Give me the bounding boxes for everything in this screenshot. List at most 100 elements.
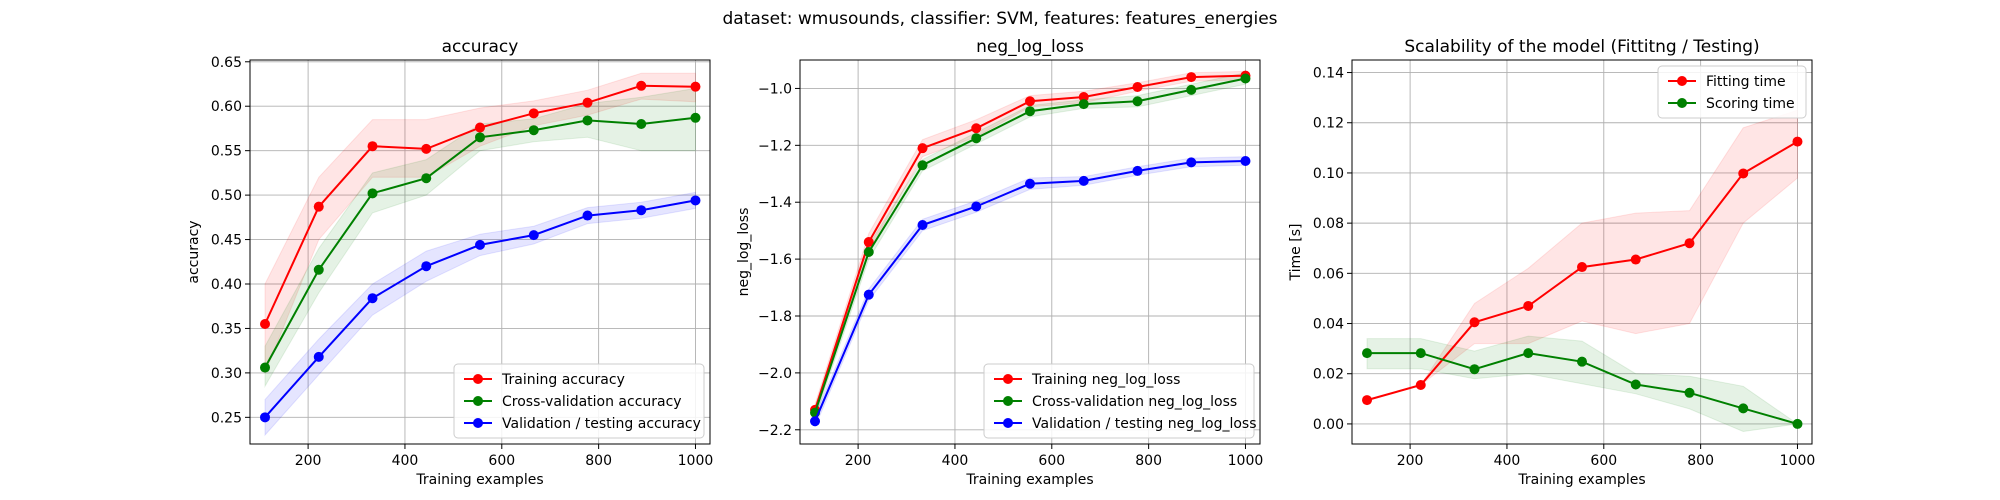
- series-2-point: [1792, 418, 1803, 429]
- series-3-point: [475, 239, 485, 250]
- series-1-point: [313, 201, 324, 212]
- y-tick-label: 0.02: [1313, 367, 1344, 383]
- series-1-point: [260, 319, 271, 329]
- x-tick-label: 200: [1397, 453, 1424, 469]
- chart-panel-1: accuracy 200 400 600 800 1000 0.25 0.30 0.35 0.40…: [186, 37, 713, 488]
- series-line-2: [814, 77, 1246, 414]
- axes-frame: [799, 59, 1261, 445]
- series-1-point: [1684, 238, 1695, 249]
- legend-swatch-marker: [473, 374, 483, 384]
- x-axis-label: Training examples: [415, 472, 543, 488]
- series-2-point: [971, 133, 982, 144]
- series-1-point: [1186, 72, 1197, 83]
- series-3-point: [367, 293, 378, 304]
- y-tick-label: −1.0: [758, 81, 792, 97]
- chart-panel-2: neg_log_loss 200 400 600 800 1000 −2.2 −2.0 −1.8…: [736, 37, 1263, 488]
- series-3-point: [810, 416, 821, 427]
- x-tick-label: 200: [295, 453, 322, 469]
- series-2-point: [1469, 364, 1480, 375]
- series-1-point: [475, 122, 485, 133]
- y-axis-label: accuracy: [186, 220, 202, 283]
- y-tick-label: 0.10: [1313, 166, 1344, 182]
- y-tick-label: 0.30: [211, 366, 242, 382]
- series-2-point: [313, 264, 324, 275]
- y-tick-label: 0.08: [1313, 216, 1344, 232]
- series-2-point: [475, 132, 485, 143]
- legend-box: [453, 363, 705, 439]
- series-3-point: [690, 195, 701, 206]
- y-tick-label: 0.12: [1313, 116, 1344, 132]
- x-tick-label: 800: [1135, 453, 1162, 469]
- x-tick-label: 400: [392, 453, 419, 469]
- series-2-point: [1362, 348, 1373, 359]
- y-tick-label: 0.60: [211, 99, 242, 115]
- legend-box: [1657, 65, 1807, 119]
- legend-entry: Cross-validation accuracy: [502, 394, 682, 410]
- series-2-point: [1577, 356, 1587, 367]
- series-1-point: [1792, 136, 1803, 147]
- x-tick-label: 600: [1038, 453, 1065, 469]
- legend-entry: Validation / testing accuracy: [502, 416, 701, 432]
- x-tick-label: 600: [1590, 453, 1617, 469]
- y-tick-label: 0.45: [211, 233, 242, 249]
- series-1-point: [582, 97, 593, 108]
- series-3-point: [917, 219, 928, 230]
- series-1-point: [1132, 82, 1143, 93]
- series-2-point: [690, 112, 701, 123]
- series-2-point: [1240, 73, 1251, 84]
- chart-title: neg_log_loss: [976, 37, 1084, 57]
- series-2-point: [1738, 403, 1749, 414]
- legend-swatch-marker: [1677, 98, 1687, 108]
- series-line-1: [814, 74, 1246, 411]
- series-2-point: [863, 247, 874, 257]
- series-2-point: [636, 119, 647, 129]
- chart-title: Scalability of the model (Fittitng / Tes…: [1404, 37, 1759, 57]
- x-tick-label: 800: [1687, 453, 1714, 469]
- series-2-point: [1523, 348, 1534, 359]
- x-tick-label: 800: [585, 453, 612, 469]
- y-tick-label: 0.06: [1313, 266, 1344, 282]
- series-2-point: [582, 115, 593, 126]
- series-1-point: [1025, 96, 1035, 107]
- y-tick-label: 0.14: [1313, 66, 1344, 82]
- legend-entry: Scoring time: [1706, 96, 1795, 112]
- legend-entry: Validation / testing neg_log_loss: [1032, 416, 1257, 432]
- series-1-point: [917, 143, 928, 154]
- y-tick-label: 0.00: [1313, 417, 1344, 433]
- series-3-point: [582, 210, 593, 221]
- y-tick-label: 0.65: [211, 55, 242, 71]
- legend-entry: Fitting time: [1706, 74, 1786, 90]
- series-3-point: [528, 230, 539, 241]
- series-3-point: [971, 201, 982, 212]
- series-1-point: [863, 237, 874, 248]
- series-3-point: [1186, 157, 1197, 168]
- legend-swatch-marker: [1677, 76, 1687, 86]
- x-tick-label: 600: [488, 453, 515, 469]
- series-3-point: [863, 289, 874, 300]
- series-1-point: [1078, 91, 1089, 102]
- y-tick-label: 0.35: [211, 321, 242, 337]
- axes-frame: [1351, 59, 1813, 445]
- y-tick-label: −1.2: [758, 138, 792, 154]
- axes-frame: [249, 59, 711, 445]
- series-2-point: [260, 362, 271, 373]
- legend-entry: Training neg_log_loss: [1031, 372, 1180, 388]
- series-3-point: [421, 261, 432, 272]
- y-tick-label: −1.6: [758, 252, 792, 268]
- series-band-2: [264, 87, 696, 389]
- y-tick-label: 0.40: [211, 277, 242, 293]
- series-2-point: [528, 125, 539, 136]
- series-2-point: [421, 173, 432, 184]
- y-tick-label: 0.50: [211, 188, 242, 204]
- series-1-point: [367, 141, 378, 152]
- x-axis-label: Training examples: [965, 472, 1093, 488]
- y-tick-label: −2.0: [758, 366, 792, 382]
- series-3-point: [313, 351, 324, 362]
- series-1-point: [1362, 395, 1373, 406]
- series-3-point: [1078, 175, 1089, 186]
- legend-entry: Cross-validation neg_log_loss: [1032, 394, 1237, 410]
- legend-swatch-marker: [473, 418, 483, 428]
- y-tick-label: −1.8: [758, 309, 792, 325]
- series-2-point: [1630, 379, 1641, 390]
- series-3-point: [636, 205, 647, 216]
